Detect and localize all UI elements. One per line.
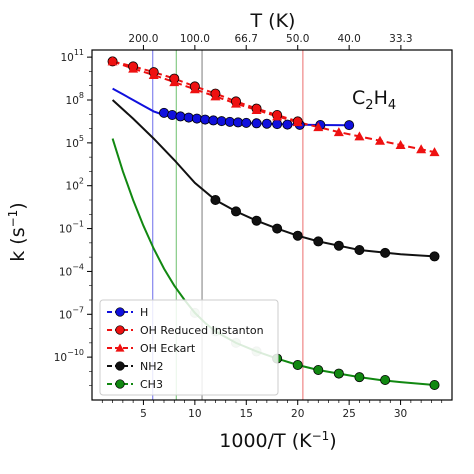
legend-box	[99, 299, 279, 396]
legend-label: H	[140, 306, 148, 319]
x-tick-label: 10	[188, 408, 201, 420]
data-point-h	[224, 116, 235, 127]
data-point-h	[261, 118, 272, 129]
y-tick-label: 105	[66, 134, 84, 150]
data-point-ch3	[292, 359, 303, 370]
data-point-h	[191, 113, 202, 124]
data-point-oh-eckart	[272, 111, 283, 121]
data-point-oh-eckart	[429, 147, 440, 157]
data-point-nh2	[210, 194, 221, 205]
y-tick-label: 1011	[60, 48, 84, 64]
legend-label: CH3	[140, 378, 163, 391]
data-point-oh-eckart	[333, 127, 344, 137]
data-point-nh2	[272, 223, 283, 234]
data-point-ch3	[333, 368, 344, 379]
data-point-ch3	[429, 379, 440, 390]
data-point-oh-eckart	[210, 91, 221, 101]
x-tick-label: 20	[291, 408, 304, 420]
legend-marker	[115, 379, 125, 389]
data-point-h	[200, 114, 211, 125]
y-tick-label: 10−4	[59, 262, 84, 278]
x-tick-label: 5	[140, 408, 147, 420]
y-tick-label: 10−1	[59, 220, 84, 236]
legend-label: OH Eckart	[140, 342, 196, 355]
legend-marker	[115, 361, 125, 371]
data-point-nh2	[292, 230, 303, 241]
legend-label: NH2	[140, 360, 164, 373]
data-point-oh-eckart	[231, 98, 241, 108]
data-point-nh2	[230, 206, 241, 217]
top-tick-label: 66.7	[235, 33, 258, 45]
data-point-h	[175, 111, 186, 122]
data-point-h	[183, 112, 194, 123]
x-tick-label: 15	[240, 408, 253, 420]
data-point-h	[216, 116, 227, 127]
molecule-annotation: C2H4	[352, 87, 396, 113]
data-point-oh-eckart	[313, 122, 324, 132]
top-axis-title: T (K)	[250, 10, 296, 32]
data-point-ch3	[380, 374, 391, 385]
data-point-oh-eckart	[107, 56, 118, 66]
data-point-ch3	[354, 372, 365, 383]
series-line-oh-reduced-instanton	[112, 60, 298, 123]
legend-label: OH Reduced Instanton	[140, 324, 264, 337]
series-line-nh2	[111, 99, 435, 258]
data-point-nh2	[251, 215, 262, 226]
x-tick-label: 25	[342, 408, 355, 420]
data-point-h	[167, 110, 178, 121]
data-point-oh-eckart	[292, 117, 303, 127]
data-point-oh-eckart	[148, 70, 159, 79]
data-point-h	[208, 115, 219, 126]
data-point-h	[241, 117, 252, 128]
top-tick-label: 50.0	[286, 33, 309, 45]
data-point-nh2	[333, 240, 344, 251]
top-tick-label: 100.0	[180, 33, 210, 45]
data-point-oh-eckart	[251, 105, 262, 114]
data-point-h	[233, 117, 244, 128]
x-tick-label: 30	[394, 408, 407, 420]
y-axis-title: k (s−1)	[6, 202, 29, 261]
y-tick-label: 10−10	[54, 348, 84, 364]
legend: H OH Reduced Instanton OH Eckart NH2 CH3	[99, 299, 279, 396]
legend-marker	[115, 307, 125, 317]
data-point-oh-eckart	[169, 77, 180, 87]
data-point-h	[272, 119, 283, 130]
data-point-oh-eckart	[128, 63, 139, 73]
data-point-oh-eckart	[354, 131, 365, 141]
legend-marker	[115, 343, 125, 352]
top-tick-label: 200.0	[128, 33, 158, 45]
y-tick-label: 102	[66, 177, 84, 193]
series-line-oh-eckart	[112, 60, 435, 154]
plot-frame	[91, 49, 453, 401]
data-point-nh2	[313, 236, 324, 247]
top-tick-label: 33.3	[389, 33, 412, 45]
y-tick-label: 10−7	[59, 305, 84, 321]
y-tick-label: 108	[66, 91, 84, 107]
data-point-oh-eckart	[189, 84, 200, 94]
data-point-h	[251, 118, 262, 129]
top-tick-label: 40.0	[337, 33, 360, 45]
data-point-nh2	[354, 244, 365, 255]
data-point-nh2	[429, 251, 440, 262]
data-point-h	[282, 119, 293, 130]
data-point-oh-eckart	[416, 144, 427, 154]
legend-marker	[115, 325, 125, 335]
data-point-h	[158, 107, 169, 118]
data-point-oh-eckart	[395, 140, 406, 149]
x-axis-title: 1000/T (K−1)	[219, 429, 336, 452]
data-point-nh2	[380, 247, 391, 258]
data-point-oh-eckart	[375, 135, 385, 145]
data-point-ch3	[313, 364, 324, 375]
data-point-h	[344, 120, 355, 131]
